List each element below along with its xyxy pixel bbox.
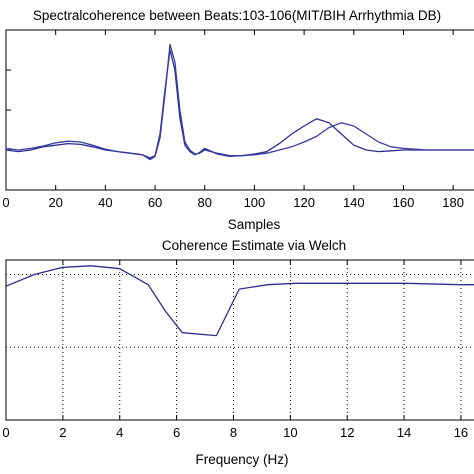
series-line-1 — [5, 49, 474, 159]
bottom-chart: Coherence Estimate via Welch 0 2 4 6 8 10 12 14… — [2, 238, 474, 467]
top-chart-series — [5, 43, 474, 161]
bottom-chart-x-ticks: 0 2 4 6 8 10 12 14 16 — [2, 260, 468, 440]
x-tick-label: 16 — [454, 425, 468, 440]
bottom-chart-series — [5, 265, 474, 337]
series-line-1 — [5, 265, 474, 337]
x-tick-label: 0 — [2, 195, 9, 210]
bottom-chart-grid — [6, 260, 474, 420]
x-tick-label: 140 — [343, 195, 365, 210]
top-chart: Spectralcoherence between Beats:103-106(… — [2, 8, 474, 232]
x-tick-label: 180 — [442, 195, 464, 210]
top-chart-title: Spectralcoherence between Beats:103-106(… — [33, 8, 441, 23]
x-tick-label: 14 — [397, 425, 411, 440]
series-line-2 — [5, 43, 474, 161]
x-tick-label: 120 — [293, 195, 315, 210]
x-tick-label: 12 — [340, 425, 354, 440]
x-tick-label: 40 — [98, 195, 112, 210]
x-tick-label: 0 — [2, 425, 9, 440]
top-chart-axes-box — [5, 29, 474, 191]
bottom-chart-title: Coherence Estimate via Welch — [162, 238, 346, 253]
top-chart-x-ticks: 0 20 40 60 80 100 120 140 160 180 — [2, 30, 464, 210]
x-tick-label: 2 — [59, 425, 66, 440]
x-tick-label: 20 — [48, 195, 62, 210]
x-tick-label: 4 — [116, 425, 123, 440]
x-tick-label: 100 — [244, 195, 266, 210]
x-tick-label: 60 — [148, 195, 162, 210]
bottom-chart-xlabel: Frequency (Hz) — [195, 452, 288, 467]
top-chart-xlabel: Samples — [228, 217, 281, 232]
x-tick-label: 8 — [230, 425, 237, 440]
x-tick-label: 10 — [283, 425, 297, 440]
x-tick-label: 6 — [173, 425, 180, 440]
x-tick-label: 80 — [198, 195, 212, 210]
bottom-chart-axes-box — [5, 259, 474, 421]
x-tick-label: 160 — [393, 195, 415, 210]
